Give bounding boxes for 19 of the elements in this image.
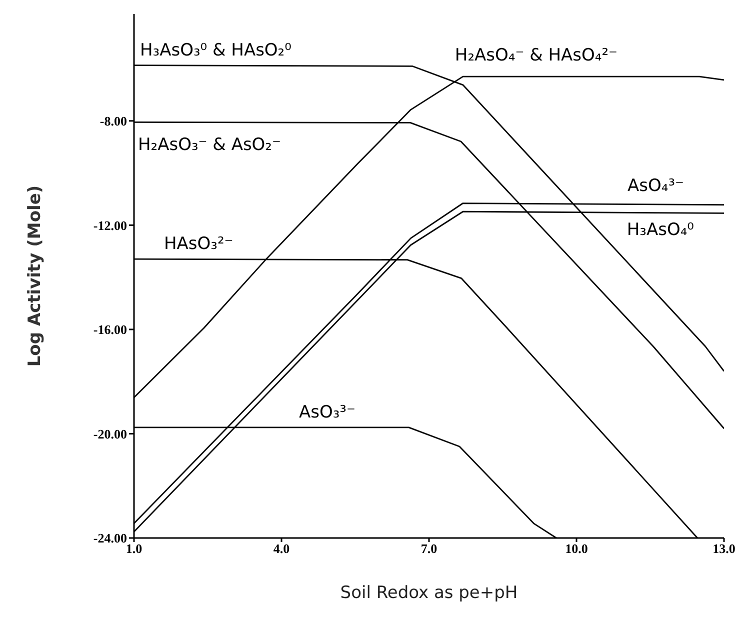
series-label: H₃AsO₄⁰ xyxy=(626,220,694,240)
series-label: AsO₄³⁻ xyxy=(628,176,684,196)
x-tick-label: 7.0 xyxy=(420,541,438,556)
series-label: H₂AsO₄⁻ & HAsO₄²⁻ xyxy=(454,46,618,66)
series-label: H₂AsO₃⁻ & AsO₂⁻ xyxy=(138,135,281,156)
y-tick-label: -20.00 xyxy=(93,426,127,442)
series-label: HAsO₃²⁻ xyxy=(164,234,234,254)
y-axis-title: Log Activity (Mole) xyxy=(25,185,46,367)
y-tick-label: -12.00 xyxy=(93,218,127,233)
x-tick-label: 10.0 xyxy=(565,541,588,556)
y-tick-label: -24.00 xyxy=(93,530,127,546)
x-tick-label: 1.0 xyxy=(126,541,142,556)
series-label: AsO₃³⁻ xyxy=(299,402,356,422)
x-tick-label: 4.0 xyxy=(273,541,290,556)
series-label: H₃AsO₃⁰ & HAsO₂⁰ xyxy=(140,40,292,60)
y-tick-label: -8.00 xyxy=(100,114,127,128)
y-tick-label: -16.00 xyxy=(93,322,127,338)
x-axis-title: Soil Redox as pe+pH xyxy=(340,583,518,604)
x-tick-label: 13.0 xyxy=(712,541,736,556)
